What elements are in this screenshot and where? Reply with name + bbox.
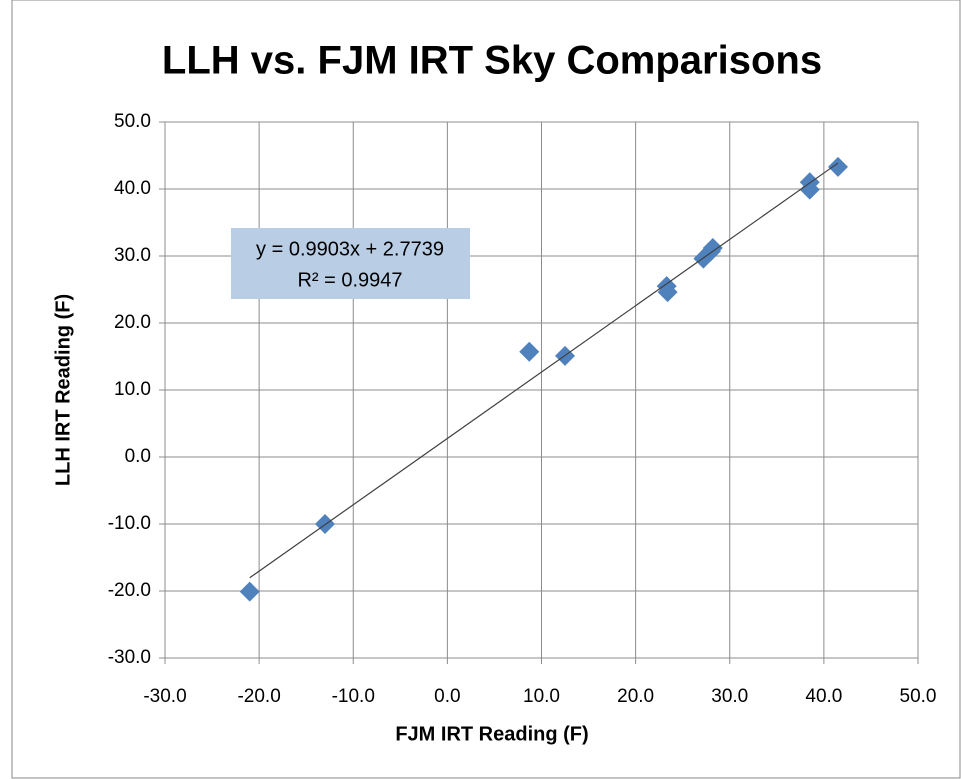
y-axis-title: LLH IRT Reading (F) <box>52 294 74 486</box>
annotation-box <box>231 228 470 299</box>
x-tick-label: 40.0 <box>805 686 842 707</box>
x-tick-label: 20.0 <box>617 686 654 707</box>
y-tick-label: -10.0 <box>108 513 151 534</box>
data-point <box>827 156 848 177</box>
y-tick-label: 30.0 <box>114 245 151 266</box>
annotation: R² = 0.9947 <box>297 269 402 291</box>
x-tick-label: 0.0 <box>434 686 460 707</box>
y-tick-label: 10.0 <box>114 379 151 400</box>
data-point <box>799 179 820 200</box>
data-point <box>702 237 723 258</box>
chart-title: LLH vs. FJM IRT Sky Comparisons <box>162 39 822 83</box>
data-point <box>239 581 260 602</box>
x-axis-title: FJM IRT Reading (F) <box>395 723 588 745</box>
chart-frame <box>11 0 961 779</box>
x-tick-label: 30.0 <box>711 686 748 707</box>
x-tick-label: -30.0 <box>143 686 186 707</box>
annotation: y = 0.9903x + 2.7739 <box>256 238 444 260</box>
plot-border <box>164 121 919 659</box>
y-tick-label: 0.0 <box>125 446 151 467</box>
x-tick-label: 10.0 <box>523 686 560 707</box>
x-tick-label: -20.0 <box>237 686 280 707</box>
y-tick-label: 40.0 <box>114 178 151 199</box>
y-tick-label: 20.0 <box>114 312 151 333</box>
trendline <box>249 162 839 579</box>
x-tick-label: -10.0 <box>332 686 375 707</box>
y-tick-label: -30.0 <box>108 647 151 668</box>
y-tick-label: 50.0 <box>114 111 151 132</box>
x-tick-label: 50.0 <box>900 686 937 707</box>
y-tick-label: -20.0 <box>108 580 151 601</box>
data-point <box>519 341 540 362</box>
